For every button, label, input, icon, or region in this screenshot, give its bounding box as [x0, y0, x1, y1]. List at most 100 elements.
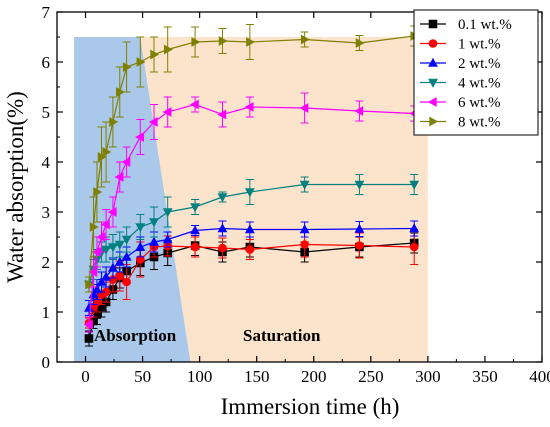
data-point	[135, 223, 146, 233]
data-point	[244, 102, 254, 112]
data-point	[83, 319, 93, 330]
x-tick-label: 200	[301, 367, 327, 386]
x-tick-label: 0	[81, 367, 90, 386]
data-point	[190, 203, 200, 213]
data-point	[107, 207, 117, 217]
data-point	[409, 180, 420, 190]
legend-item: 8 wt.%	[420, 115, 501, 131]
data-point	[217, 193, 228, 203]
data-point	[191, 37, 201, 47]
data-point	[101, 271, 111, 281]
data-point	[92, 284, 102, 294]
legend-label: 2 wt.%	[458, 56, 501, 72]
data-point	[135, 132, 145, 142]
data-point	[162, 107, 172, 117]
legend-box	[413, 9, 539, 136]
data-point	[355, 241, 364, 250]
legend-label: 6 wt.%	[458, 95, 501, 111]
x-tick-label: 300	[415, 367, 441, 386]
x-axis-title: Immersion time (h)	[221, 394, 400, 419]
data-point	[300, 240, 309, 249]
legend-marker	[428, 78, 438, 88]
x-tick-label: 350	[472, 367, 498, 386]
series-layer	[83, 24, 420, 347]
y-tick-label: 7	[42, 3, 51, 22]
data-point	[135, 241, 146, 251]
y-tick-label: 5	[42, 103, 51, 122]
data-point	[163, 44, 173, 55]
data-point	[91, 247, 101, 257]
data-point	[88, 267, 98, 277]
series-2	[84, 229, 419, 329]
data-point	[218, 36, 228, 46]
x-tick-label: 50	[134, 367, 151, 386]
legend-label: 0.1 wt.%	[458, 17, 512, 33]
legend-marker	[428, 57, 438, 67]
data-point	[299, 103, 309, 113]
data-point	[189, 99, 199, 110]
data-point	[190, 242, 200, 252]
data-point	[244, 188, 255, 198]
data-point	[121, 157, 131, 167]
data-point	[244, 224, 255, 234]
absorption-label: Absorption	[94, 326, 177, 345]
legend: 0.1 wt.% 1 wt.% 2 wt.% 4 wt.% 6 wt.% 8 wt.%	[413, 9, 539, 136]
saturation-label: Saturation	[243, 326, 321, 345]
data-point	[148, 117, 158, 127]
data-point	[115, 271, 125, 281]
data-point	[121, 251, 132, 261]
data-point	[108, 243, 118, 253]
y-tick-label: 6	[42, 53, 51, 72]
data-point	[122, 277, 131, 287]
data-point	[89, 222, 99, 232]
legend-item: 4 wt.%	[420, 76, 501, 92]
legend-marker	[428, 39, 438, 48]
data-point	[84, 334, 94, 343]
data-point	[409, 242, 419, 252]
data-point	[109, 117, 119, 127]
axes: 0 50 100 150 200 250 300 350 400 0 1 2 3 4 5 6 7	[42, 3, 550, 386]
data-point	[93, 187, 103, 197]
y-tick-label: 3	[42, 203, 51, 222]
series-3	[84, 220, 420, 316]
data-point	[96, 232, 106, 242]
data-point	[101, 245, 111, 255]
data-point	[102, 147, 112, 157]
y-tick-label: 2	[42, 253, 51, 272]
data-point	[245, 245, 255, 254]
data-point	[136, 57, 146, 67]
series-6	[84, 24, 420, 293]
region-saturation	[140, 37, 428, 362]
x-tick-label: 150	[244, 367, 270, 386]
data-point	[116, 87, 125, 97]
data-point	[149, 218, 159, 228]
data-point	[300, 34, 310, 45]
data-point	[100, 219, 110, 230]
data-point	[114, 256, 125, 266]
y-axis-title: Water absorption(%)	[3, 91, 28, 283]
legend-item: 6 wt.%	[420, 95, 501, 111]
data-point	[354, 106, 364, 116]
y-tick-label: 0	[42, 353, 51, 372]
data-point	[162, 208, 173, 218]
regions	[74, 37, 428, 362]
data-point	[354, 223, 365, 233]
x-tick-label: 250	[358, 367, 384, 386]
legend-marker	[428, 19, 438, 29]
data-point	[299, 224, 310, 234]
data-point	[122, 62, 132, 72]
legend-marker	[429, 116, 439, 127]
data-point	[299, 180, 310, 190]
series-5	[83, 92, 419, 333]
data-point	[114, 240, 125, 250]
y-tick-label: 4	[42, 153, 51, 172]
data-point	[354, 180, 365, 190]
data-point	[246, 37, 256, 47]
y-tick-label: 1	[42, 303, 51, 322]
legend-label: 4 wt.%	[458, 76, 501, 92]
region-labels: Absorption Saturation	[94, 326, 321, 345]
data-point	[96, 276, 107, 286]
data-point	[149, 236, 159, 246]
data-point	[218, 243, 227, 253]
legend-label: 1 wt.%	[458, 37, 501, 53]
